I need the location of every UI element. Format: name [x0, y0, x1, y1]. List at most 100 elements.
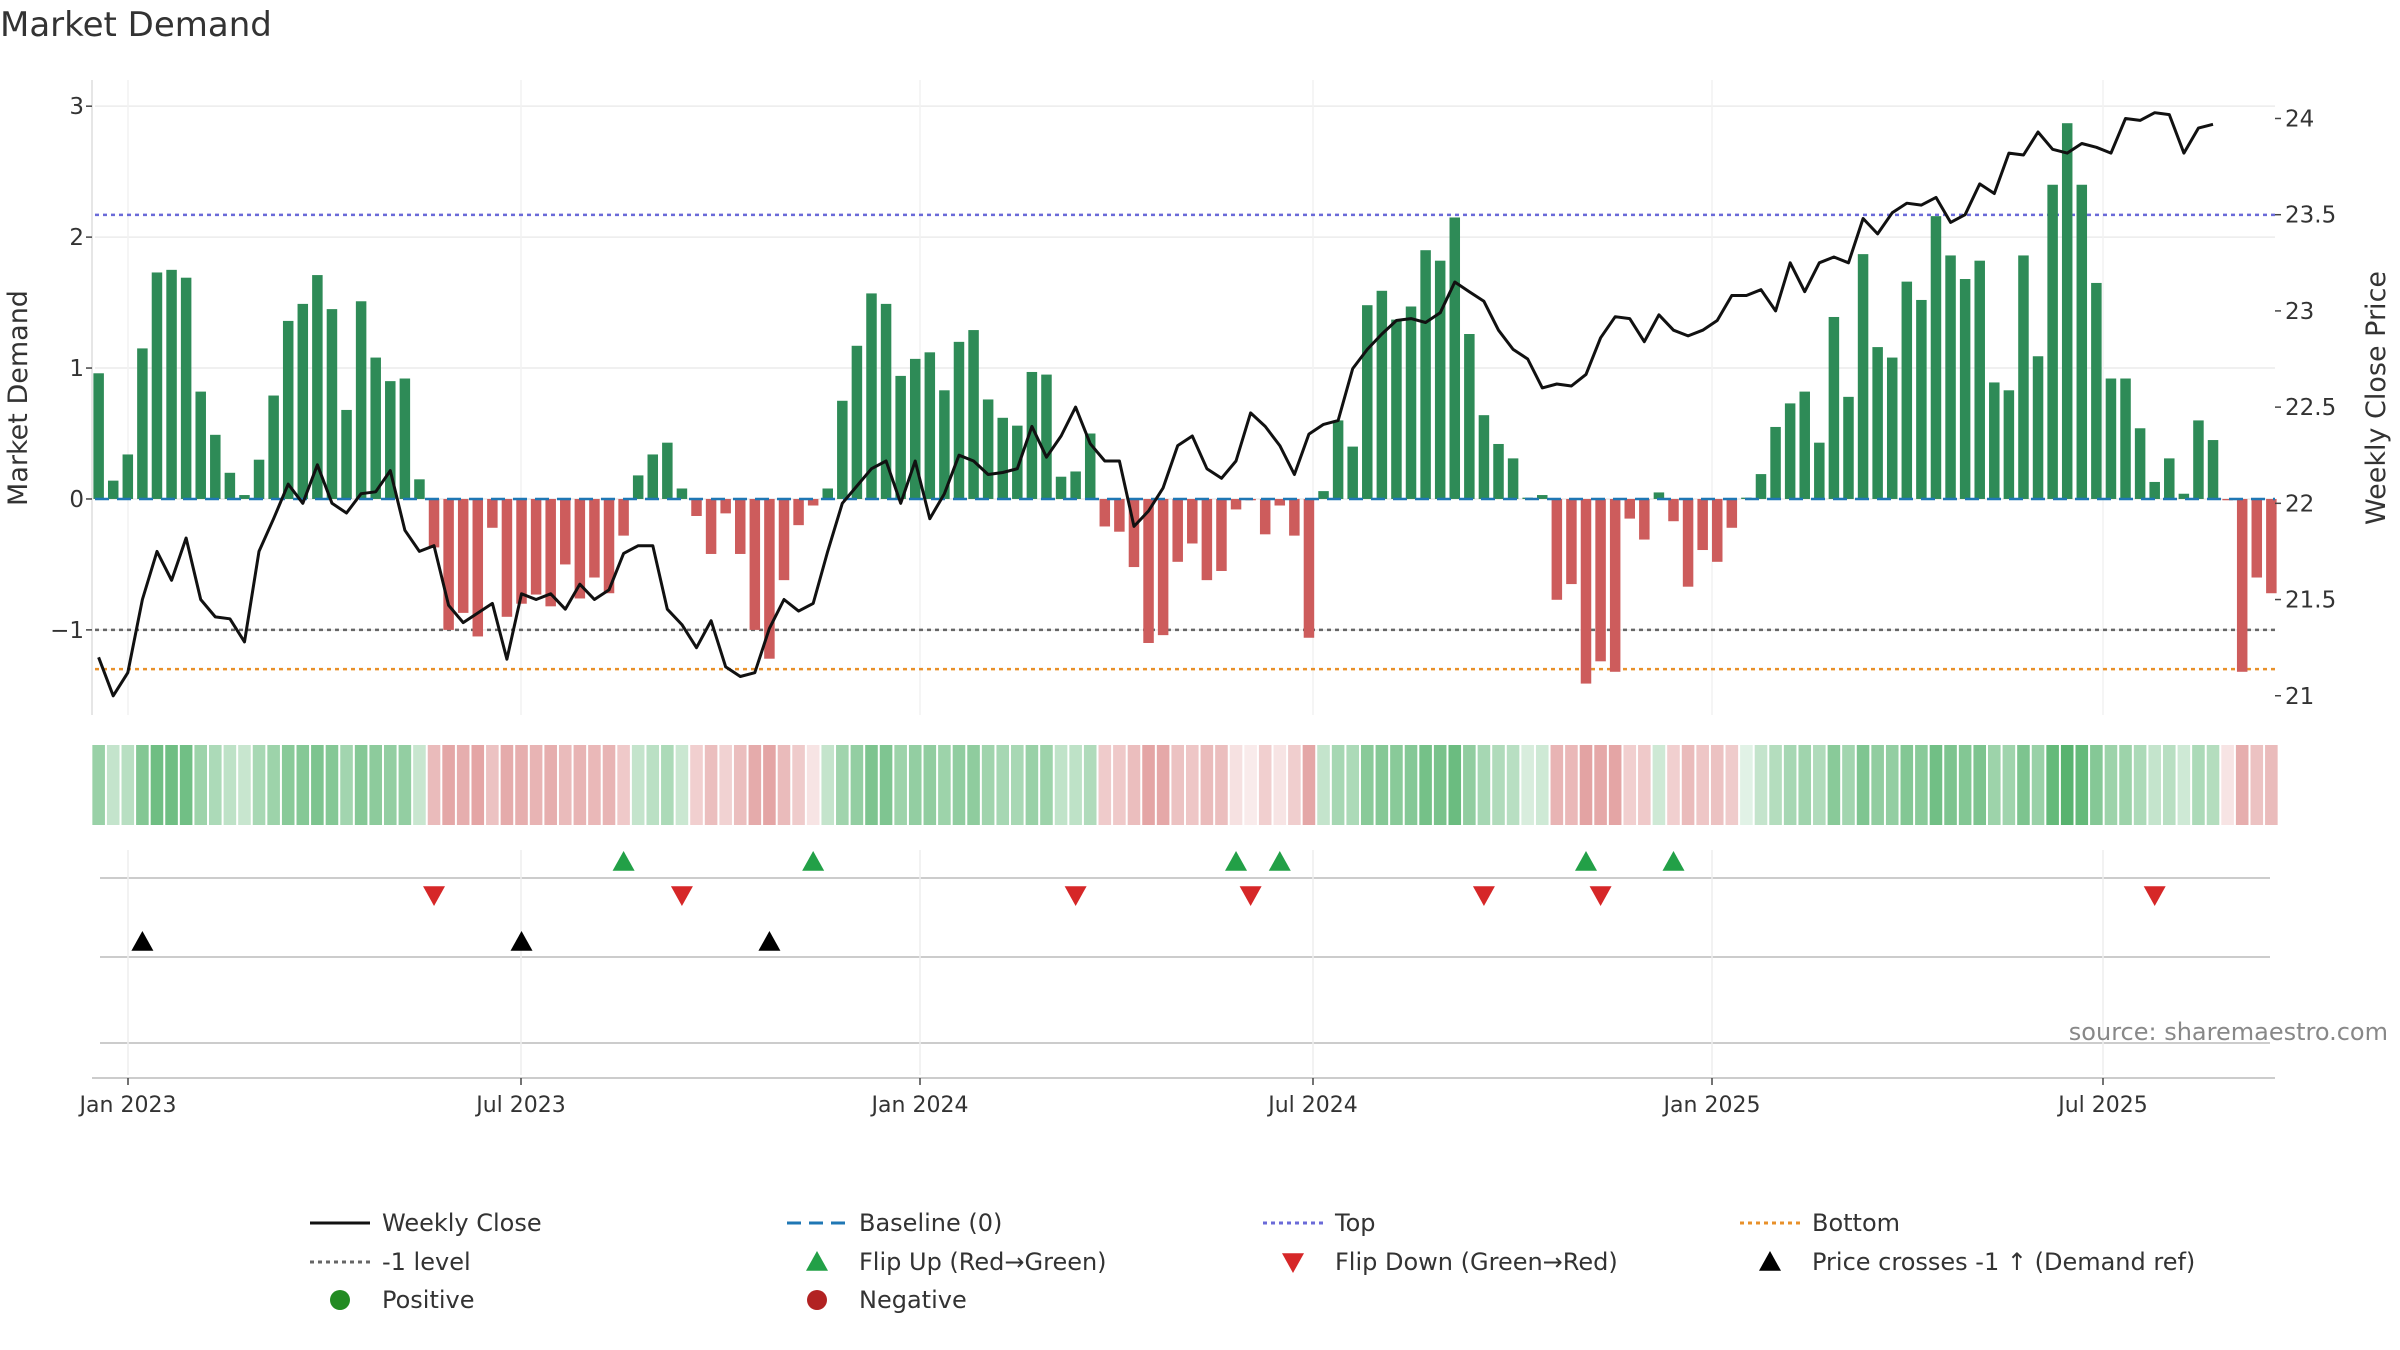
- intensity-cell: [1565, 745, 1578, 825]
- intensity-cell: [92, 745, 105, 825]
- flip-down-marker: [1472, 886, 1495, 906]
- intensity-cell: [2250, 745, 2264, 825]
- demand-bar: [501, 498, 513, 617]
- intensity-cell: [631, 745, 645, 825]
- demand-bar: [560, 498, 571, 565]
- intensity-cell: [894, 745, 907, 825]
- legend-swatch: [1282, 1253, 1304, 1273]
- intensity-cell: [369, 745, 382, 825]
- weekly-close-series: [97, 111, 2214, 698]
- legend-label: Price crosses -1 ↑ (Demand ref): [1812, 1248, 2195, 1276]
- demand-bar: [1697, 498, 1708, 551]
- demand-bar: [1653, 492, 1665, 499]
- intensity-cell: [194, 745, 208, 825]
- flip-up-marker: [1662, 851, 1685, 871]
- intensity-cell: [2265, 745, 2278, 825]
- legend-label: Bottom: [1812, 1209, 1900, 1237]
- intensity-cell: [1973, 745, 1987, 825]
- y-axis-left-label: Market Demand: [3, 290, 34, 506]
- intensity-cell: [1025, 745, 1039, 825]
- intensity-cell: [1258, 745, 1272, 825]
- demand-bar: [1537, 495, 1548, 499]
- demand-bar: [2266, 498, 2277, 594]
- demand-bar: [1041, 374, 1052, 499]
- x-tick-label: Jul 2023: [474, 1093, 566, 1118]
- demand-bar: [1784, 403, 1796, 499]
- intensity-cell: [1798, 745, 1812, 825]
- demand-bar: [341, 409, 352, 499]
- demand-bar: [1507, 458, 1519, 499]
- demand-bar: [1872, 347, 1883, 499]
- demand-bar: [195, 391, 206, 499]
- demand-bar: [137, 348, 148, 499]
- intensity-cell: [1404, 745, 1418, 825]
- intensity-cell: [821, 745, 835, 825]
- demand-bar: [1478, 415, 1490, 499]
- demand-bar: [2134, 428, 2146, 499]
- intensity-cell: [2221, 745, 2234, 825]
- demand-bar: [2032, 356, 2044, 499]
- intensity-cell: [865, 745, 878, 825]
- intensity-cell: [529, 745, 543, 825]
- intensity-cell: [1390, 745, 1403, 825]
- intensity-cell: [1740, 745, 1753, 825]
- demand-bar: [1799, 391, 1810, 499]
- intensity-cell: [544, 745, 557, 825]
- demand-bar: [764, 498, 775, 659]
- demand-bar: [1026, 371, 1038, 499]
- intensity-cell: [952, 745, 966, 825]
- y-tick-right-label: 23: [2285, 299, 2314, 325]
- y-tick-left-label: 1: [69, 356, 84, 382]
- intensity-cell: [383, 745, 397, 825]
- demand-bar: [1128, 498, 1140, 568]
- intensity-cell: [1229, 745, 1243, 825]
- demand-bar: [2207, 440, 2219, 499]
- intensity-cell: [981, 745, 995, 825]
- demand-bar: [1493, 443, 1504, 499]
- intensity-cell: [1754, 745, 1768, 825]
- demand-bar: [1668, 498, 1679, 522]
- flip-down-marker: [1064, 886, 1087, 906]
- intensity-cell: [1186, 745, 1199, 825]
- demand-bar: [1726, 498, 1738, 528]
- flip-down-marker: [1589, 886, 1612, 906]
- intensity-cell: [252, 745, 266, 825]
- demand-bar: [1187, 498, 1198, 544]
- intensity-cell: [1608, 745, 1622, 825]
- intensity-cell: [1419, 745, 1432, 825]
- demand-bar: [939, 390, 950, 499]
- price-cross-marker: [758, 931, 781, 951]
- source-note: source: sharemaestro.com: [2069, 1018, 2388, 1046]
- intensity-cell: [1929, 745, 1943, 825]
- intensity-cell: [879, 745, 893, 825]
- demand-bar: [1959, 279, 1971, 499]
- demand-bar: [180, 277, 192, 499]
- demand-bar: [1770, 426, 1781, 499]
- intensity-cell: [646, 745, 660, 825]
- demand-bar: [107, 480, 119, 499]
- demand-bar: [807, 498, 819, 506]
- intensity-cell: [179, 745, 193, 825]
- demand-bar: [1201, 498, 1213, 581]
- intensity-cell: [267, 745, 280, 825]
- flip-up-marker: [1268, 851, 1291, 871]
- intensity-cell: [719, 745, 732, 825]
- intensity-cell: [777, 745, 791, 825]
- demand-bar: [2149, 481, 2160, 499]
- intensity-cell: [1463, 745, 1476, 825]
- demand-bar: [166, 269, 177, 499]
- demand-bar: [880, 303, 892, 499]
- demand-bar: [735, 498, 746, 554]
- demand-bar: [691, 498, 702, 516]
- demand-bar: [662, 442, 673, 499]
- intensity-cell: [617, 745, 630, 825]
- demand-bar: [1405, 306, 1417, 499]
- demand-bar: [1682, 498, 1694, 587]
- demand-bar: [1551, 498, 1563, 600]
- demand-bar: [1332, 420, 1344, 499]
- demand-bar: [1259, 498, 1271, 535]
- demand-bar: [487, 498, 498, 528]
- demand-bar: [2193, 420, 2204, 499]
- demand-bar: [1376, 290, 1388, 499]
- price-cross-marker: [131, 931, 154, 951]
